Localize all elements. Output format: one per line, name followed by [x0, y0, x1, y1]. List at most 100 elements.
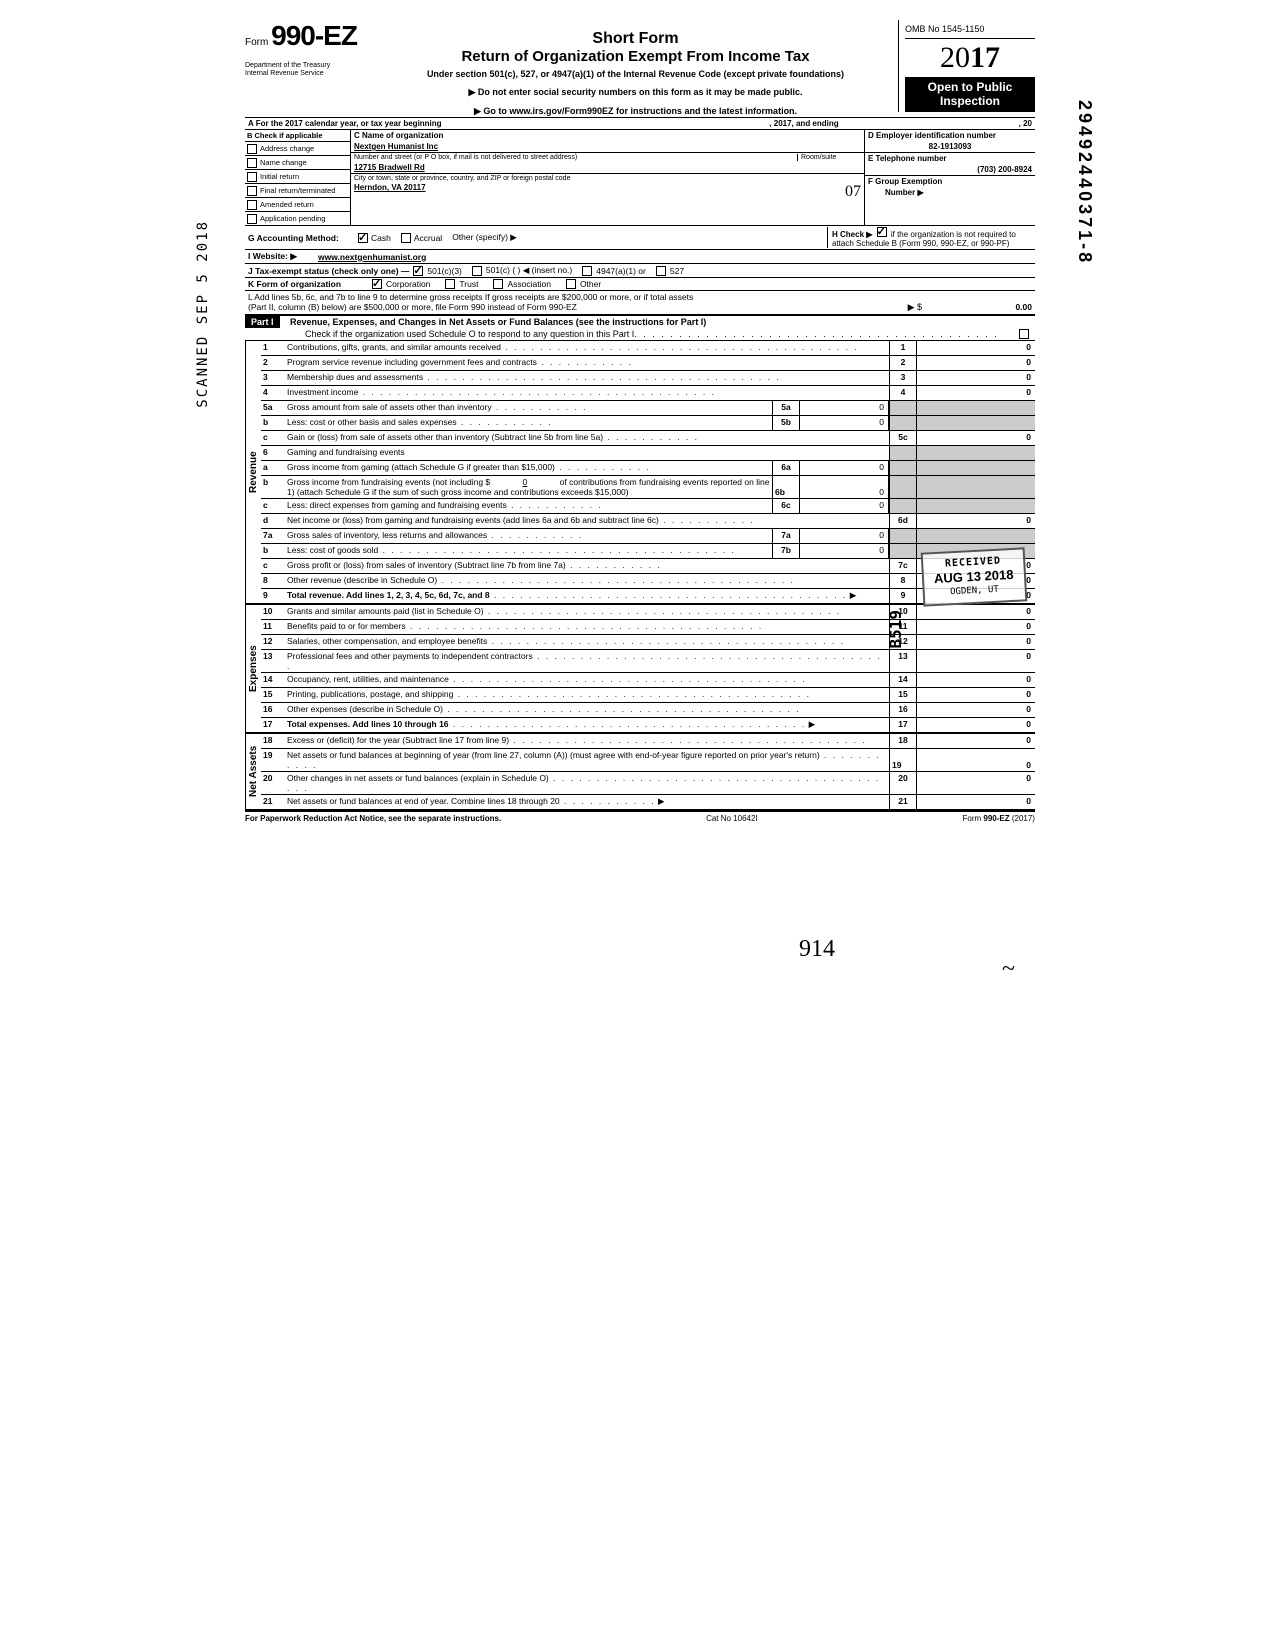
form-subtitle: Under section 501(c), 527, or 4947(a)(1)…	[381, 69, 890, 79]
chk-final-return[interactable]: Final return/terminated	[245, 183, 350, 197]
chk-other-org[interactable]	[566, 279, 576, 289]
section-e-label: E Telephone number	[865, 153, 1035, 164]
shaded-cell	[917, 529, 1035, 543]
shaded-cell	[889, 461, 917, 475]
handwritten-2: ~	[1002, 956, 1015, 983]
line-ref: 14	[889, 673, 917, 687]
chk-trust[interactable]	[445, 279, 455, 289]
phone-value: (703) 200-8924	[865, 164, 1035, 176]
page-footer: For Paperwork Reduction Act Notice, see …	[245, 811, 1035, 823]
handwritten-1: 914	[799, 936, 835, 963]
accrual-label: Accrual	[414, 233, 442, 243]
shaded-cell	[889, 476, 917, 498]
line-num: 9	[261, 589, 285, 603]
part1-label: Part I	[245, 316, 280, 328]
chk-4947[interactable]	[582, 266, 592, 276]
line-num: 5a	[261, 401, 285, 415]
line-ref: 9	[889, 589, 917, 603]
section-k-row: K Form of organization Corporation Trust…	[245, 277, 1035, 290]
section-l-text1: L Add lines 5b, 6c, and 7b to line 9 to …	[248, 292, 1032, 302]
line-num: d	[261, 514, 285, 528]
checkbox-icon[interactable]	[247, 144, 257, 154]
checkbox-icon[interactable]	[247, 158, 257, 168]
line-num: 16	[261, 703, 285, 717]
shaded-cell	[917, 416, 1035, 430]
checkbox-icon[interactable]	[247, 214, 257, 224]
shaded-cell	[889, 416, 917, 430]
checkbox-icon[interactable]	[247, 200, 257, 210]
section-l: L Add lines 5b, 6c, and 7b to line 9 to …	[245, 290, 1035, 314]
dln-number: 29492440371-8	[1074, 100, 1095, 265]
section-b: B Check if applicable Address change Nam…	[245, 130, 351, 225]
line-ref: 18	[889, 734, 917, 748]
section-i-label: I Website: ▶	[248, 251, 318, 262]
sub-amount: 0	[800, 476, 889, 498]
omb-number: OMB No 1545-1150	[905, 20, 1035, 39]
chk-corporation[interactable]	[372, 279, 382, 289]
line-num: 10	[261, 605, 285, 619]
line-ref: 7c	[889, 559, 917, 573]
opt-527: 527	[670, 266, 684, 276]
line-ref: 1	[889, 341, 917, 355]
section-b-header: B Check if applicable	[245, 130, 350, 141]
part1-header: Part I Revenue, Expenses, and Changes in…	[245, 314, 1035, 340]
other-label: Other (specify) ▶	[452, 232, 517, 243]
line-amount: 0	[917, 703, 1035, 717]
section-i-row: I Website: ▶ www.nextgenhumanist.org	[245, 249, 1035, 263]
section-def: D Employer identification number 82-1913…	[865, 130, 1035, 225]
line-num: 11	[261, 620, 285, 634]
sub-amount: 0	[800, 499, 889, 513]
checkbox-icon[interactable]	[247, 186, 257, 196]
line-num: 17	[261, 718, 285, 732]
chk-application-pending[interactable]: Application pending	[245, 211, 350, 225]
line-num: 4	[261, 386, 285, 400]
chk-cash[interactable]	[358, 233, 368, 243]
line-desc: Membership dues and assessments	[285, 371, 889, 385]
line-desc: Other changes in net assets or fund bala…	[285, 772, 889, 794]
line-num: 6	[261, 446, 285, 460]
line-num: a	[261, 461, 285, 475]
line-amount: 0	[917, 431, 1035, 445]
footer-left: For Paperwork Reduction Act Notice, see …	[245, 814, 501, 823]
section-f-label: F Group Exemption	[865, 176, 1035, 187]
line-desc: Investment income	[285, 386, 889, 400]
line-amount: 0	[917, 795, 1035, 809]
chk-schedule-b[interactable]	[877, 227, 887, 237]
checkbox-icon[interactable]	[247, 172, 257, 182]
line-6b-contrib: 0	[493, 477, 558, 487]
street-label: Number and street (or P O box, if mail i…	[354, 154, 797, 161]
chk-accrual[interactable]	[401, 233, 411, 243]
opt-501c: 501(c) ( ) ◀ (insert no.)	[486, 265, 572, 276]
section-a: A For the 2017 calendar year, or tax yea…	[245, 117, 1035, 129]
line-amount: 0	[917, 635, 1035, 649]
chk-schedule-o[interactable]	[1019, 329, 1029, 339]
chk-initial-return[interactable]: Initial return	[245, 169, 350, 183]
dept-line1: Department of the Treasury	[245, 62, 365, 70]
chk-address-change[interactable]: Address change	[245, 141, 350, 155]
line-desc: Gross income from gaming (attach Schedul…	[285, 461, 772, 475]
chk-527[interactable]	[656, 266, 666, 276]
section-l-arrow: ▶ $	[908, 302, 922, 313]
chk-label: Application pending	[260, 214, 325, 223]
section-h-label: H Check ▶	[832, 230, 872, 239]
chk-amended-return[interactable]: Amended return	[245, 197, 350, 211]
line-desc: Less: cost of goods sold	[285, 544, 772, 558]
chk-501c[interactable]	[472, 266, 482, 276]
sub-ref: 6b	[772, 476, 800, 498]
chk-name-change[interactable]: Name change	[245, 155, 350, 169]
shaded-cell	[917, 476, 1035, 498]
line-ref: 16	[889, 703, 917, 717]
line-num: b	[261, 416, 285, 430]
opt-assoc: Association	[507, 279, 550, 289]
section-g-label: G Accounting Method:	[248, 233, 358, 243]
shaded-cell	[917, 499, 1035, 513]
line-desc: Other expenses (describe in Schedule O)	[285, 703, 889, 717]
line-num: b	[261, 476, 285, 498]
line-desc: Contributions, gifts, grants, and simila…	[285, 341, 889, 355]
shaded-cell	[917, 461, 1035, 475]
org-name: Nextgen Humanist Inc	[351, 141, 864, 153]
chk-501c3[interactable]	[413, 266, 423, 276]
footer-right: Form 990-EZ (2017)	[963, 814, 1035, 823]
line-num: 15	[261, 688, 285, 702]
chk-association[interactable]	[493, 279, 503, 289]
